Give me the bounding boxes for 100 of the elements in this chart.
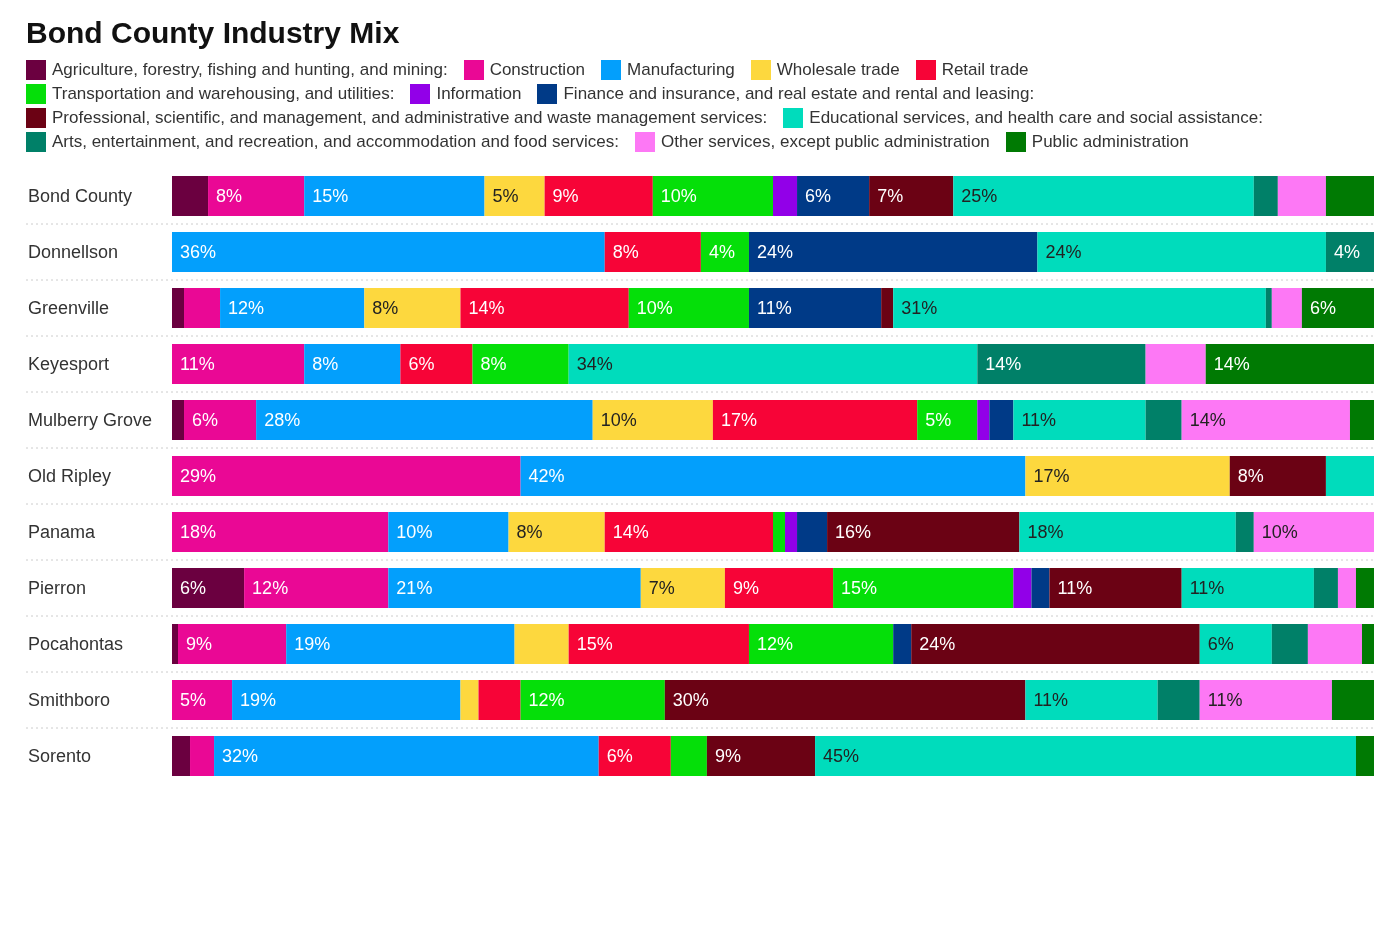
data-label: 29% xyxy=(180,466,217,487)
bar xyxy=(184,400,257,440)
data-label: 32% xyxy=(222,746,259,767)
data-label: 10% xyxy=(1261,522,1298,543)
data-label: 8% xyxy=(372,298,399,319)
bar xyxy=(172,176,209,216)
data-label: 28% xyxy=(264,410,301,431)
y-tick-label: Greenville xyxy=(28,298,110,319)
data-label: 11% xyxy=(756,298,792,319)
data-label: 15% xyxy=(576,634,613,655)
bar xyxy=(1325,456,1374,496)
bar xyxy=(364,288,461,328)
data-label: 12% xyxy=(228,298,265,319)
bar xyxy=(748,624,894,664)
bar xyxy=(712,400,918,440)
data-label: 8% xyxy=(480,354,507,375)
data-label: 18% xyxy=(180,522,217,543)
data-label: 9% xyxy=(186,634,213,655)
data-label: 10% xyxy=(396,522,433,543)
bar xyxy=(833,568,1014,608)
bar xyxy=(652,176,773,216)
data-label: 14% xyxy=(468,298,505,319)
chart-title: Bond County Industry Mix xyxy=(26,16,401,50)
bar xyxy=(1253,512,1374,552)
legend-label: Manufacturing xyxy=(627,60,735,80)
bar xyxy=(1331,680,1374,720)
y-tick-label: Pierron xyxy=(28,578,87,599)
legend-label: Retail trade xyxy=(941,60,1029,80)
data-label: 9% xyxy=(552,186,579,207)
bar xyxy=(172,344,305,384)
bar xyxy=(1205,344,1374,384)
bar xyxy=(172,456,521,496)
bar xyxy=(1277,176,1326,216)
bar xyxy=(773,176,798,216)
bar xyxy=(1013,400,1146,440)
data-label: 11% xyxy=(1057,578,1093,599)
bar xyxy=(1361,624,1374,664)
data-label: 7% xyxy=(877,186,904,207)
legend-label: Professional, scientific, and management, and administrative and waste management services: xyxy=(52,108,768,128)
bar xyxy=(172,736,191,776)
bar xyxy=(1355,736,1374,776)
bar xyxy=(1037,232,1326,272)
bar xyxy=(1157,680,1200,720)
bar xyxy=(460,288,629,328)
bar xyxy=(460,680,479,720)
bar xyxy=(1181,400,1350,440)
y-tick-label: Pocahontas xyxy=(28,634,124,655)
data-label: 14% xyxy=(985,354,1022,375)
data-label: 17% xyxy=(1033,466,1070,487)
bar xyxy=(1271,624,1308,664)
bar xyxy=(232,680,461,720)
bar xyxy=(1145,400,1182,440)
bar xyxy=(214,736,599,776)
bar xyxy=(1031,568,1050,608)
data-label: 6% xyxy=(805,186,832,207)
data-label: 15% xyxy=(312,186,349,207)
bar xyxy=(893,624,912,664)
legend-label: Finance and insurance, and real estate and rental and leasing: xyxy=(563,84,1035,104)
data-label: 21% xyxy=(396,578,433,599)
bar xyxy=(1337,568,1356,608)
data-label: 8% xyxy=(1237,466,1264,487)
data-label: 19% xyxy=(294,634,331,655)
data-label: 9% xyxy=(732,578,759,599)
legend-label: Information xyxy=(436,84,522,104)
bar xyxy=(304,176,485,216)
bar xyxy=(598,736,671,776)
data-label: 5% xyxy=(925,410,952,431)
data-label: 11% xyxy=(1033,690,1069,711)
bar xyxy=(568,624,749,664)
bar xyxy=(520,456,1026,496)
y-tick-label: Smithboro xyxy=(28,690,111,711)
bar xyxy=(256,400,593,440)
bar xyxy=(172,568,245,608)
bar xyxy=(1301,288,1374,328)
data-label: 31% xyxy=(901,298,938,319)
bar xyxy=(508,512,605,552)
data-label: 12% xyxy=(756,634,793,655)
bar xyxy=(785,512,798,552)
data-label: 14% xyxy=(1213,354,1250,375)
data-label: 36% xyxy=(180,242,217,263)
bar xyxy=(748,288,882,328)
data-label: 4% xyxy=(1333,242,1360,263)
bar xyxy=(1355,568,1374,608)
bar xyxy=(472,344,569,384)
bar xyxy=(670,736,707,776)
data-label: 6% xyxy=(606,746,633,767)
data-label: 10% xyxy=(600,410,637,431)
bar xyxy=(172,624,179,664)
data-label: 12% xyxy=(252,578,289,599)
legend-label: Other services, except public administration xyxy=(660,132,990,152)
bar xyxy=(1265,288,1272,328)
data-label: 6% xyxy=(192,410,219,431)
bar xyxy=(1325,232,1374,272)
legend-label: Construction xyxy=(489,60,586,80)
data-label: 18% xyxy=(1027,522,1064,543)
bar xyxy=(388,512,509,552)
bar xyxy=(1199,680,1332,720)
bar xyxy=(1307,624,1362,664)
bar xyxy=(208,176,305,216)
bar xyxy=(797,176,870,216)
